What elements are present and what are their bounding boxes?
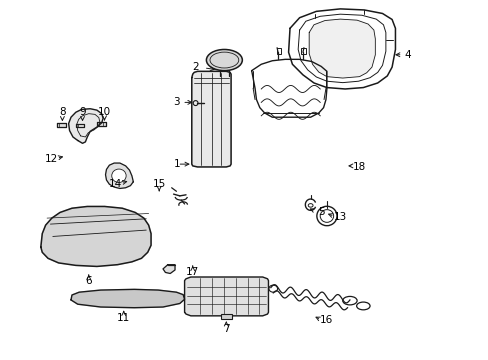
- Ellipse shape: [112, 169, 126, 183]
- Text: 14: 14: [108, 179, 122, 189]
- Ellipse shape: [206, 49, 242, 71]
- Bar: [221, 314, 232, 319]
- Polygon shape: [57, 123, 66, 127]
- Text: 1: 1: [174, 159, 181, 169]
- Text: 9: 9: [79, 107, 86, 117]
- Text: 8: 8: [59, 107, 65, 117]
- Text: 15: 15: [152, 179, 165, 189]
- Polygon shape: [105, 163, 133, 189]
- Polygon shape: [41, 207, 151, 266]
- Text: 7: 7: [223, 324, 229, 334]
- Text: 10: 10: [98, 107, 111, 117]
- Text: 12: 12: [45, 154, 59, 164]
- Polygon shape: [308, 19, 375, 78]
- Polygon shape: [76, 123, 84, 127]
- Polygon shape: [97, 122, 105, 126]
- Text: 16: 16: [320, 315, 333, 325]
- Bar: [276, 48, 281, 54]
- Text: 18: 18: [352, 162, 366, 172]
- Text: 17: 17: [186, 267, 199, 278]
- Polygon shape: [191, 71, 231, 167]
- Polygon shape: [184, 277, 268, 316]
- Text: 5: 5: [317, 207, 324, 217]
- Text: 4: 4: [403, 50, 410, 60]
- Bar: [301, 48, 305, 54]
- Text: 11: 11: [117, 313, 130, 323]
- Polygon shape: [68, 109, 103, 143]
- Polygon shape: [163, 265, 175, 274]
- Text: 13: 13: [333, 212, 346, 222]
- Text: 3: 3: [173, 98, 180, 107]
- Text: 2: 2: [192, 62, 199, 72]
- Text: 6: 6: [85, 275, 92, 285]
- Polygon shape: [71, 289, 184, 308]
